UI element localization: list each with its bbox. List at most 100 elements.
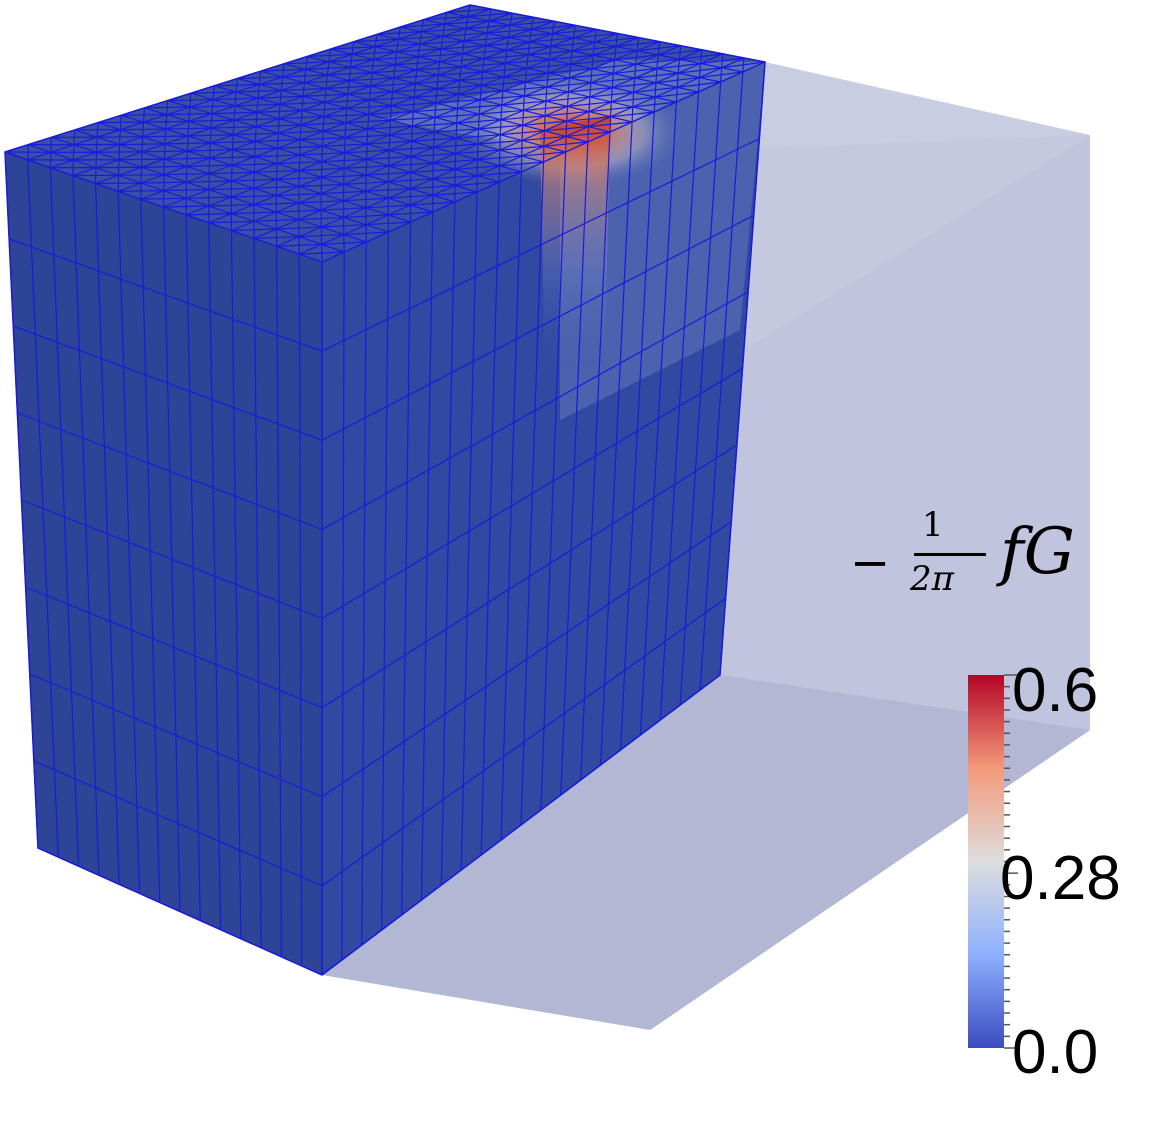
mesh-line (4, 151, 323, 263)
mesh-line (305, 56, 308, 70)
mesh-line (483, 45, 487, 59)
mesh-line (477, 128, 480, 145)
mesh-line (566, 91, 569, 107)
mesh-line (486, 20, 490, 34)
mesh-line (118, 129, 121, 145)
mesh-line (321, 597, 726, 887)
mesh-line (488, 8, 492, 21)
mesh-line (187, 121, 190, 137)
mesh-line (524, 68, 528, 82)
mesh-line (119, 115, 122, 130)
mesh-line (609, 116, 612, 133)
mesh-line (455, 123, 458, 139)
mesh-line (742, 57, 745, 73)
legend-title-denominator: 2π (910, 559, 954, 599)
mesh-line (499, 134, 501, 151)
mesh-line (551, 21, 555, 34)
mesh-line (367, 114, 370, 129)
mesh-line (73, 129, 76, 145)
legend-title-symbol: fG (1000, 515, 1075, 589)
mesh-box (4, 4, 766, 976)
ghost-behind-face (720, 135, 1090, 730)
mesh-line (571, 37, 575, 51)
mesh-line (547, 59, 550, 74)
mesh-line (635, 50, 638, 65)
mesh-line (256, 98, 259, 113)
mesh-line (302, 82, 305, 97)
mesh-line (8, 238, 323, 352)
mesh-line (389, 120, 392, 136)
mesh-line (573, 25, 576, 38)
mesh-line (484, 32, 488, 46)
mesh-line (33, 760, 323, 887)
mesh-line (299, 124, 302, 140)
mesh-line (565, 121, 568, 137)
mesh-line (527, 41, 531, 55)
mesh-line (17, 412, 323, 530)
mesh-line (503, 63, 506, 77)
mesh-line (656, 54, 659, 69)
mesh-line (543, 115, 546, 131)
mesh-line (50, 137, 53, 153)
legend-title-minus: − (850, 535, 891, 591)
mesh-line (254, 126, 257, 142)
mesh-line (321, 444, 738, 709)
mesh-line (502, 76, 505, 91)
mesh-line (461, 40, 465, 54)
mesh-line (566, 106, 569, 122)
mesh-line (594, 29, 598, 43)
legend-title-fraction-bar (914, 553, 986, 556)
mesh-line (234, 91, 237, 106)
mesh-line (653, 97, 656, 113)
mesh-line (434, 102, 437, 118)
mesh-line (698, 63, 702, 78)
mesh-line (321, 367, 743, 620)
mesh-front-face (5, 152, 322, 975)
mesh-line (444, 12, 448, 25)
mesh-line (345, 108, 348, 123)
mesh-line (463, 28, 467, 42)
mesh-line (521, 125, 524, 141)
mesh-line (396, 39, 399, 52)
mesh-line (257, 84, 260, 99)
mesh-line (530, 17, 534, 30)
mesh-line (632, 92, 635, 108)
legend-title: − 1 2π fG (850, 505, 1140, 615)
mesh-line (655, 68, 658, 83)
mesh-line (374, 34, 378, 47)
mesh-line (303, 69, 307, 83)
mesh-line (96, 122, 99, 138)
mesh-line (281, 63, 285, 77)
mesh-line (276, 148, 279, 164)
mesh-line (140, 151, 143, 168)
mesh-line (480, 71, 484, 86)
mesh-line (166, 100, 169, 115)
mesh-line (368, 99, 371, 115)
mesh-line (501, 90, 504, 106)
hotspot-trail (540, 115, 610, 385)
mesh-line (165, 114, 168, 130)
mesh-line (500, 104, 503, 120)
mesh-line (419, 31, 423, 45)
mesh-line (372, 46, 376, 60)
mesh-line (544, 101, 547, 116)
mesh-line (697, 77, 701, 93)
mesh-line (543, 130, 545, 147)
mesh-line (254, 141, 256, 157)
mesh-line (391, 77, 395, 92)
mesh-line (164, 129, 167, 144)
mesh-line (416, 56, 419, 70)
mesh-line (280, 76, 284, 91)
mesh-line (27, 144, 29, 160)
mesh-line (142, 122, 145, 137)
mesh-line (349, 54, 353, 68)
mesh-line (210, 113, 213, 129)
mesh-line (442, 24, 446, 37)
mesh-line (163, 143, 166, 160)
mesh-line (118, 144, 121, 160)
mesh-line (567, 77, 571, 92)
mesh-line (436, 75, 439, 89)
mesh-line (465, 16, 469, 29)
mesh-line (328, 49, 332, 62)
